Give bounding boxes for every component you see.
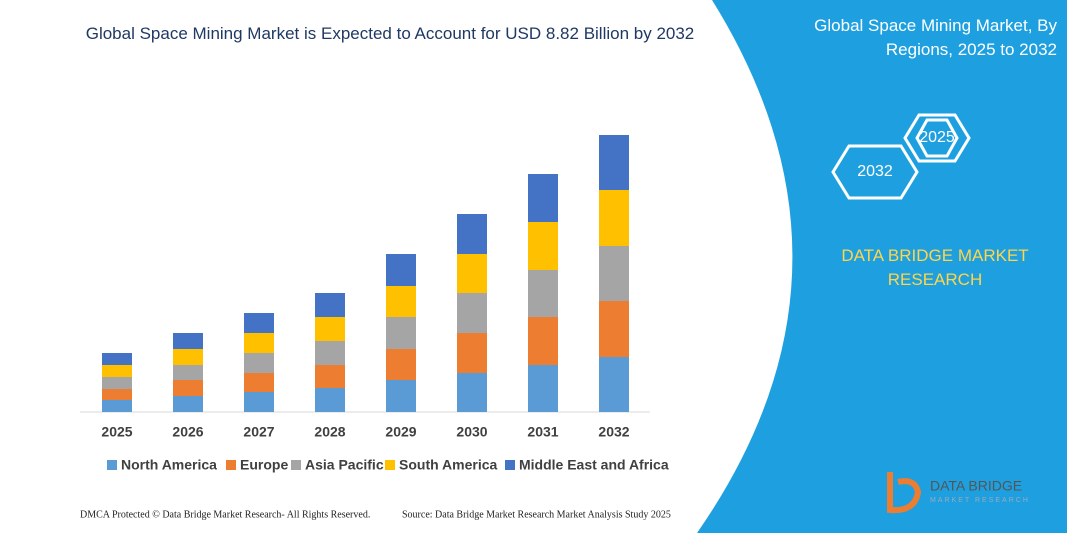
x-tick-label: 2030 <box>456 424 487 440</box>
bar-segment <box>386 317 416 349</box>
x-tick-label: 2028 <box>314 424 345 440</box>
bar-segment <box>244 313 274 333</box>
logo-tagline: MARKET RESEARCH <box>930 497 1030 504</box>
bar-segment <box>528 270 558 317</box>
legend-label: South America <box>399 457 497 473</box>
bar-segment <box>386 254 416 286</box>
legend-label: Europe <box>240 457 288 473</box>
bar-segment <box>315 293 345 317</box>
logo-name: DATA BRIDGE <box>930 478 1022 494</box>
bar-segment <box>173 380 203 396</box>
bar-segment <box>173 349 203 365</box>
bar-segment <box>599 301 629 357</box>
bar-segment <box>599 190 629 246</box>
legend-swatch <box>291 460 301 470</box>
hexagon <box>903 113 971 163</box>
bar-segment <box>457 333 487 373</box>
bar-segment <box>315 388 345 412</box>
chart-title: Global Space Mining Market is Expected t… <box>85 24 695 43</box>
logo-icon <box>887 472 922 514</box>
bar-segment <box>457 373 487 412</box>
bar-segment <box>315 317 345 341</box>
panel-title: Global Space Mining Market, By Regions, … <box>814 16 1057 59</box>
legend-swatch <box>385 460 395 470</box>
bar-segment <box>528 174 558 222</box>
bar-segment <box>173 333 203 349</box>
hexagon <box>915 118 959 158</box>
bar-segment <box>173 396 203 412</box>
legend-swatch <box>226 460 236 470</box>
bar-segment <box>102 377 132 389</box>
footer-right: Source: Data Bridge Market Research Mark… <box>402 509 671 520</box>
bar-segment <box>599 246 629 301</box>
legend-swatch <box>107 460 117 470</box>
bar-segment <box>457 293 487 333</box>
bar-segment <box>528 222 558 270</box>
bar-segment <box>315 341 345 365</box>
footer-left: DMCA Protected © Data Bridge Market Rese… <box>80 509 370 520</box>
bar-segment <box>528 317 558 365</box>
bar-segment <box>102 400 132 412</box>
hexagon-label: 2032 <box>857 163 893 180</box>
bar-segment <box>244 333 274 353</box>
bar-segment <box>457 254 487 293</box>
x-tick-label: 2025 <box>101 424 132 440</box>
bar-segment <box>102 365 132 377</box>
hexagon <box>831 144 919 200</box>
bar-segment <box>244 373 274 392</box>
bar-segment <box>599 357 629 412</box>
x-tick-label: 2029 <box>385 424 416 440</box>
x-tick-label: 2027 <box>243 424 274 440</box>
legend-label: Asia Pacific <box>305 457 384 473</box>
bar-segment <box>386 349 416 380</box>
bar-segment <box>528 365 558 412</box>
bar-segment <box>173 365 203 380</box>
x-tick-label: 2026 <box>172 424 203 440</box>
legend-label: Middle East and Africa <box>519 457 669 473</box>
bar-segment <box>102 353 132 365</box>
legend-swatch <box>505 460 515 470</box>
hexagon-label: 2025 <box>919 129 955 146</box>
panel-brand: DATA BRIDGE MARKET RESEARCH <box>841 246 1029 289</box>
bar-segment <box>599 135 629 190</box>
bar-segment <box>386 286 416 317</box>
side-panel <box>697 0 1067 533</box>
x-tick-label: 2031 <box>527 424 558 440</box>
bar-segment <box>386 380 416 412</box>
bar-segment <box>457 214 487 254</box>
bar-segment <box>102 389 132 400</box>
bar-segment <box>244 353 274 373</box>
x-tick-label: 2032 <box>598 424 629 440</box>
legend-label: North America <box>121 457 217 473</box>
bar-segment <box>315 365 345 388</box>
bar-segment <box>244 392 274 412</box>
